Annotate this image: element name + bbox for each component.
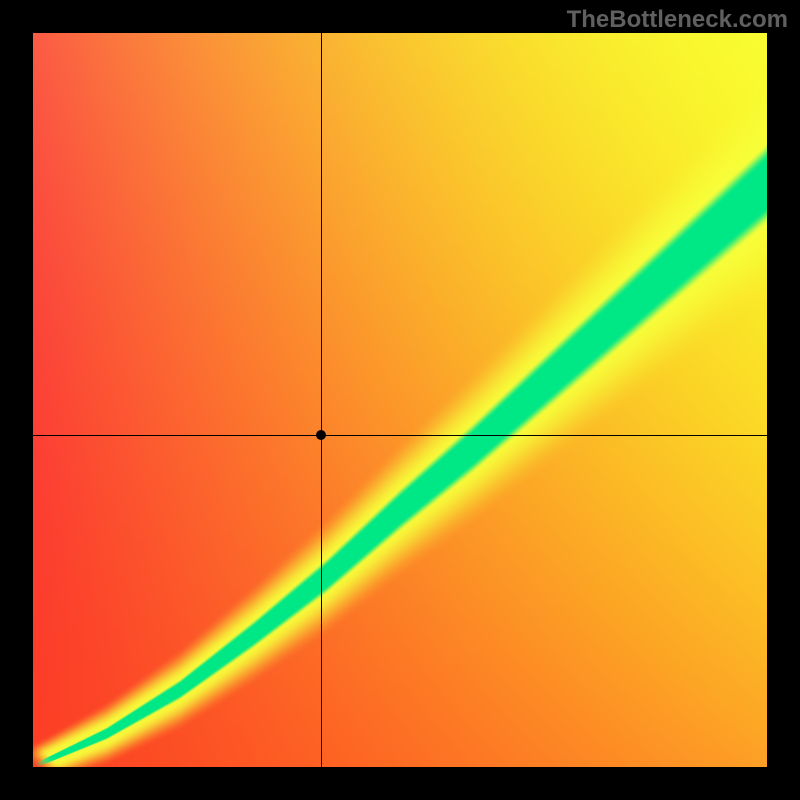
data-point-marker [316, 430, 326, 440]
watermark-text: TheBottleneck.com [567, 6, 788, 34]
crosshair-horizontal [33, 435, 767, 436]
heatmap-plot [33, 33, 767, 767]
chart-container: TheBottleneck.com [0, 0, 800, 800]
crosshair-vertical [321, 33, 322, 767]
heatmap-canvas [33, 33, 767, 767]
